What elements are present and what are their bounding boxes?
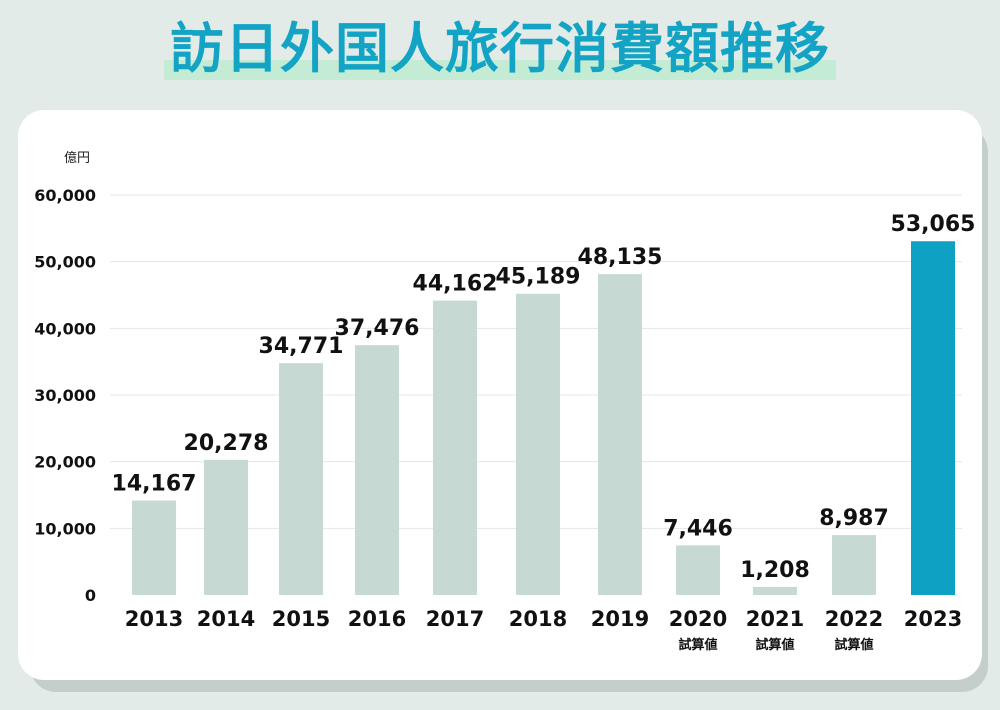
- bar-2021: [753, 586, 797, 595]
- value-label: 48,135: [578, 245, 663, 270]
- x-tick-label: 2021: [746, 607, 804, 631]
- x-tick-label: 2020: [669, 607, 727, 631]
- y-tick-label: 50,000: [34, 253, 96, 272]
- bar-2017: [433, 300, 477, 595]
- value-label: 44,162: [413, 272, 498, 297]
- bar-2019: [598, 274, 642, 595]
- y-tick-label: 10,000: [34, 519, 96, 538]
- value-label: 14,167: [112, 472, 197, 497]
- title-area: 訪日外国人旅行消費額推移: [0, 14, 1000, 84]
- bar-2018: [516, 293, 560, 595]
- x-tick-label: 2014: [197, 607, 255, 631]
- value-label: 8,987: [819, 506, 889, 531]
- bar-2020: [676, 545, 720, 595]
- x-tick-label: 2013: [125, 607, 183, 631]
- y-tick-label: 30,000: [34, 386, 96, 405]
- x-tick-label: 2023: [904, 607, 962, 631]
- chart-labels: 億円 0 10,000 20,000 30,000 40,000 50,000 60,000 1…: [34, 150, 975, 653]
- y-tick-label: 0: [85, 586, 96, 605]
- value-label: 45,189: [496, 265, 581, 290]
- bar-2013: [132, 500, 176, 595]
- bar-2014: [204, 459, 248, 595]
- x-tick-label: 2022: [825, 607, 883, 631]
- value-label: 34,771: [259, 334, 344, 359]
- bar-2015: [279, 363, 323, 595]
- estimate-note: 試算値: [678, 637, 717, 653]
- estimate-note: 試算値: [755, 637, 794, 653]
- estimate-note: 試算値: [834, 637, 873, 653]
- x-tick-label: 2017: [426, 607, 484, 631]
- y-tick-label: 40,000: [34, 319, 96, 338]
- page-title: 訪日外国人旅行消費額推移: [164, 14, 836, 84]
- y-unit-label: 億円: [64, 150, 90, 166]
- x-tick-label: 2019: [591, 607, 649, 631]
- bars: [132, 241, 955, 595]
- x-tick-label: 2015: [272, 607, 330, 631]
- value-label: 37,476: [335, 316, 420, 341]
- x-tick-label: 2016: [348, 607, 406, 631]
- bar-2016: [355, 345, 399, 595]
- y-tick-label: 20,000: [34, 453, 96, 472]
- bar-2022: [832, 535, 876, 595]
- x-tick-label: 2018: [509, 607, 567, 631]
- value-label: 7,446: [663, 516, 733, 541]
- y-tick-label: 60,000: [34, 186, 96, 205]
- bar-2023: [911, 241, 955, 595]
- value-label: 1,208: [740, 558, 810, 583]
- value-label: 20,278: [184, 431, 269, 456]
- value-label: 53,065: [891, 212, 976, 237]
